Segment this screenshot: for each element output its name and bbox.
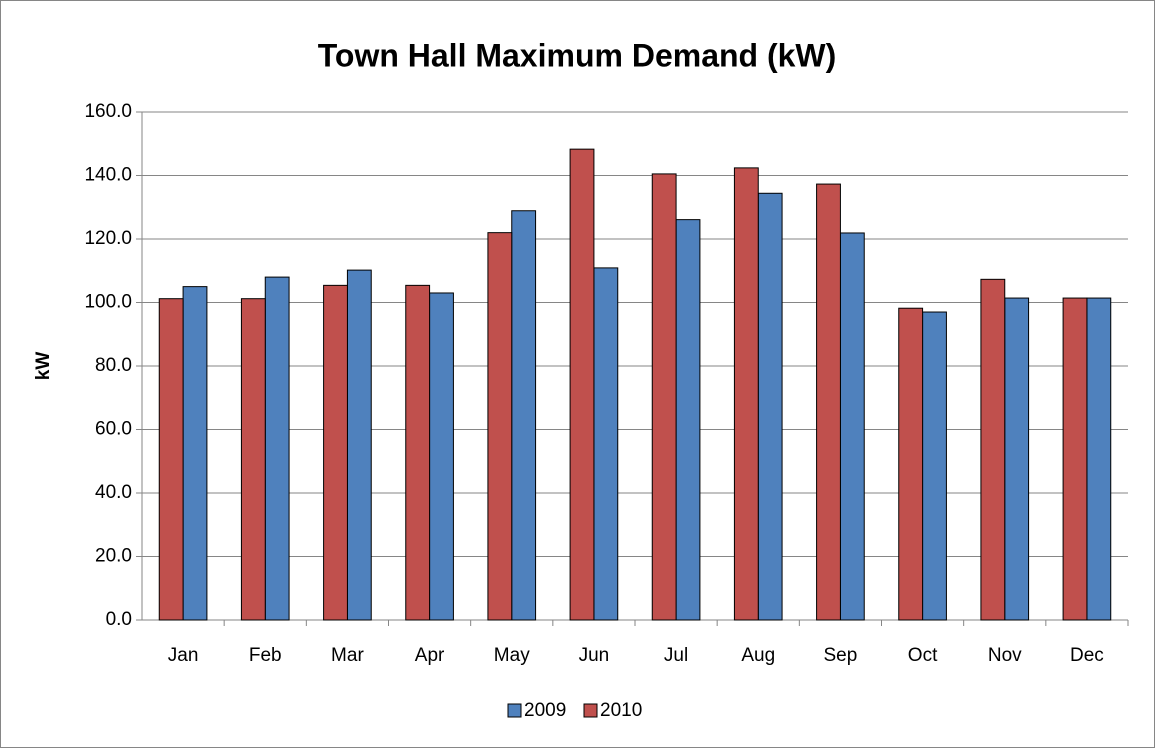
y-tick-label: 160.0 <box>84 101 132 122</box>
y-tick-label: 120.0 <box>84 228 132 249</box>
bar <box>429 292 454 621</box>
y-tick-label: 20.0 <box>95 546 132 567</box>
x-tick-label: Oct <box>908 645 938 666</box>
bar <box>264 276 290 621</box>
x-tick-label: May <box>494 645 530 666</box>
chart-title: Town Hall Maximum Demand (kW) <box>318 37 837 73</box>
bar <box>1062 297 1088 621</box>
y-tick-label: 100.0 <box>84 292 132 313</box>
bar <box>757 192 783 621</box>
y-axis-label: kW <box>33 352 54 381</box>
x-tick-label: Sep <box>824 645 858 666</box>
y-tick-label: 40.0 <box>95 482 132 503</box>
bar <box>898 307 924 621</box>
bar <box>323 284 348 621</box>
x-tick-label: Aug <box>741 645 775 666</box>
legend-label: 2010 <box>600 700 642 721</box>
x-tick-label: Nov <box>988 645 1022 666</box>
bar <box>511 210 537 621</box>
bar <box>346 269 372 621</box>
x-tick-label: Mar <box>331 645 364 666</box>
x-tick-label: Feb <box>249 645 282 666</box>
bar <box>980 278 1006 621</box>
y-tick-label: 80.0 <box>95 355 132 376</box>
y-tick-label: 60.0 <box>95 419 132 440</box>
bar <box>1004 297 1030 621</box>
x-tick-label: Jun <box>579 645 610 666</box>
bar <box>569 148 595 621</box>
bar <box>839 232 865 621</box>
bar <box>405 284 431 621</box>
y-tick-label: 140.0 <box>84 165 132 186</box>
bar <box>158 298 184 621</box>
bar <box>816 183 841 621</box>
bar <box>182 286 208 621</box>
legend-swatch <box>507 703 522 718</box>
x-tick-label: Jul <box>664 645 688 666</box>
bar <box>487 232 513 621</box>
bar <box>733 167 759 621</box>
bar <box>240 298 266 621</box>
bar <box>593 267 619 621</box>
legend-label: 2009 <box>524 700 566 721</box>
y-tick-label: 0.0 <box>106 609 132 630</box>
bar <box>675 219 701 621</box>
bar <box>651 173 677 621</box>
x-tick-label: Dec <box>1070 645 1104 666</box>
legend-swatch <box>583 703 598 718</box>
bar <box>1086 297 1112 621</box>
bar <box>922 311 947 621</box>
x-tick-label: Jan <box>168 645 199 666</box>
x-tick-label: Apr <box>415 645 445 666</box>
